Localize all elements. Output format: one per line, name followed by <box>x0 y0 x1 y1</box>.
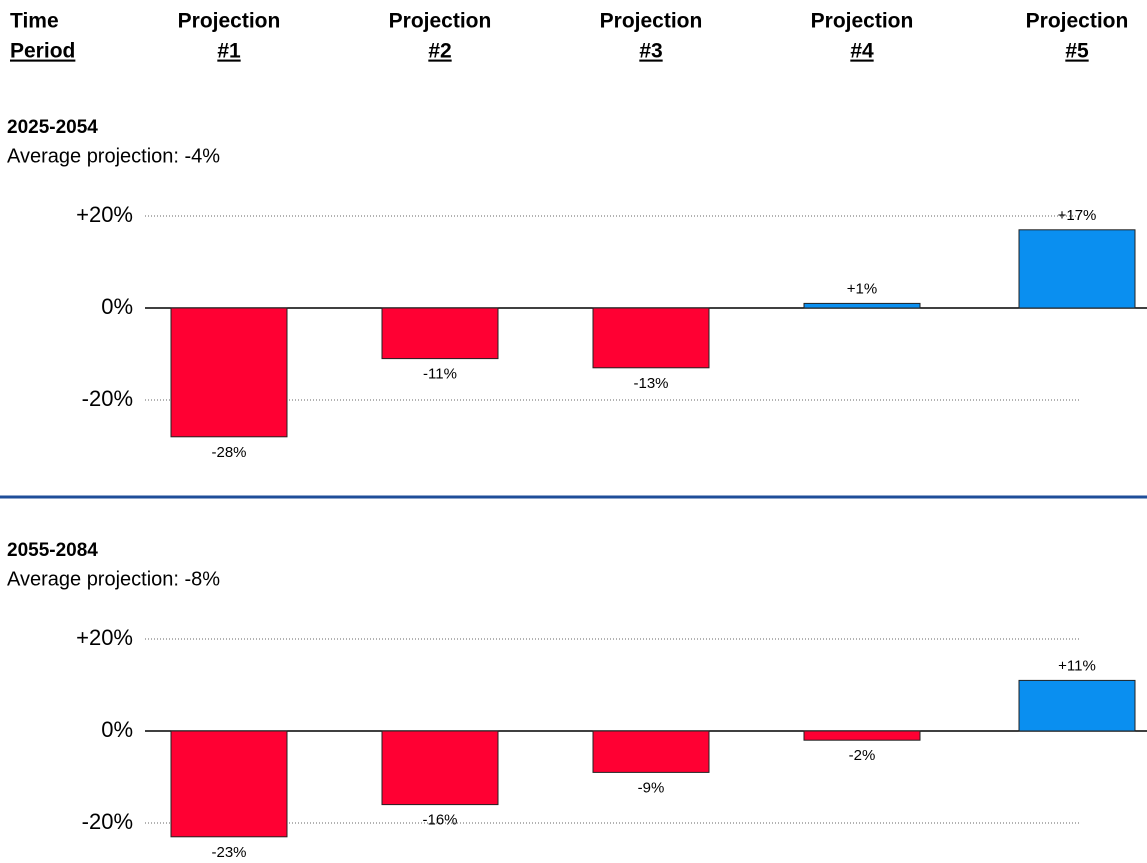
column-header: Projection <box>600 10 703 33</box>
column-header: #2 <box>428 40 451 63</box>
value-label: -2% <box>849 747 876 764</box>
column-header: Projection <box>811 10 914 33</box>
column-header: #1 <box>217 40 241 63</box>
chart-subtitle: Average projection: -4% <box>7 145 220 167</box>
y-tick-label: +20% <box>76 625 133 650</box>
column-header: Projection <box>1026 10 1129 33</box>
chart-subtitle: Average projection: -8% <box>7 568 220 590</box>
bar <box>381 307 499 360</box>
bar <box>803 302 921 309</box>
bar <box>170 730 288 838</box>
value-label: -16% <box>422 812 457 829</box>
column-header: #3 <box>639 40 662 63</box>
column-header: Projection <box>389 10 492 33</box>
bar <box>170 307 288 438</box>
value-label: +17% <box>1058 207 1097 224</box>
chart-title: 2025-2054 <box>7 117 98 138</box>
y-tick-label: +20% <box>76 202 133 227</box>
column-header: Time <box>10 10 59 33</box>
y-tick-label: 0% <box>101 717 133 742</box>
y-tick-label: 0% <box>101 294 133 319</box>
value-label: +1% <box>847 280 877 297</box>
bar <box>381 730 499 806</box>
column-header: #4 <box>850 40 874 63</box>
value-label: -23% <box>211 844 246 861</box>
column-header: #5 <box>1065 40 1089 63</box>
column-header: Projection <box>178 10 281 33</box>
column-header: Period <box>10 40 75 63</box>
value-label: +11% <box>1058 657 1096 674</box>
y-tick-label: -20% <box>82 809 133 834</box>
value-label: -13% <box>633 375 668 392</box>
value-label: -28% <box>211 444 246 461</box>
bar <box>1018 679 1136 732</box>
bar <box>592 307 710 369</box>
value-label: -11% <box>423 366 457 383</box>
bar <box>592 730 710 773</box>
bar <box>803 730 921 741</box>
y-tick-label: -20% <box>82 386 133 411</box>
chart-title: 2055-2084 <box>7 540 98 561</box>
value-label: -9% <box>638 779 665 796</box>
bar <box>1018 229 1136 309</box>
